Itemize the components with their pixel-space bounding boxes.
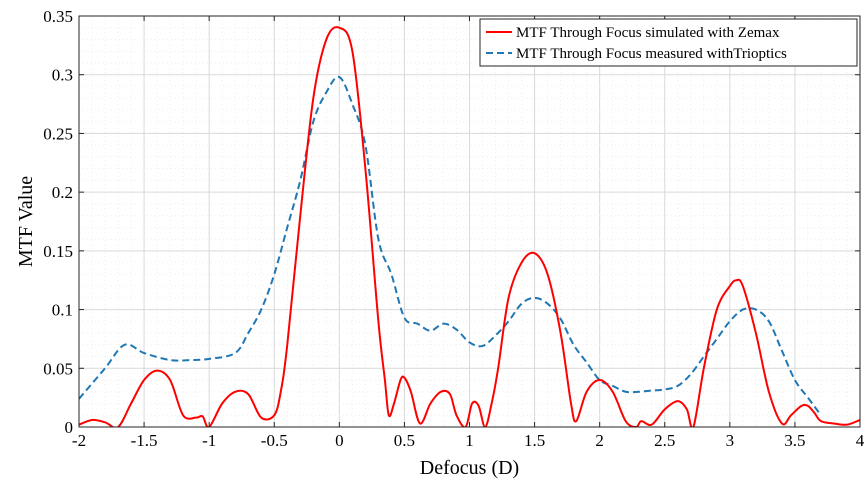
x-tick-label: 3.5: [784, 431, 805, 450]
x-tick-label: 2.5: [654, 431, 675, 450]
y-tick-label: 0.1: [52, 301, 73, 320]
x-tick-label: -1.5: [131, 431, 158, 450]
y-tick-label: 0.35: [43, 7, 73, 26]
x-tick-label: 1: [465, 431, 474, 450]
y-tick-label: 0.15: [43, 242, 73, 261]
y-axis-title: MTF Value: [15, 176, 37, 267]
grid: [79, 16, 860, 427]
legend: MTF Through Focus simulated with Zemax M…: [479, 18, 858, 67]
x-tick-label: 1.5: [524, 431, 545, 450]
y-tick-label: 0: [65, 418, 74, 437]
legend-entry-trioptics: MTF Through Focus measured withTrioptics: [516, 46, 787, 62]
y-tick-label: 0.05: [43, 359, 73, 378]
x-tick-label: -0.5: [261, 431, 288, 450]
x-tick-label: 0.5: [394, 431, 415, 450]
x-tick-label: -2: [72, 431, 86, 450]
legend-box: [479, 18, 858, 67]
y-tick-label: 0.2: [52, 183, 73, 202]
x-tick-label: 2: [595, 431, 604, 450]
ticks: -2 -1.5 -1 -0.5 0 0.5 1 1.5 2 2.5 3 3.5 4 0 0.05 0.1 0.1…: [43, 7, 865, 450]
x-tick-label: 4: [856, 431, 865, 450]
x-tick-label: 0: [335, 431, 344, 450]
y-tick-label: 0.3: [52, 66, 73, 85]
x-tick-label: -1: [202, 431, 216, 450]
x-axis-title: Defocus (D): [420, 457, 519, 479]
x-tick-label: 3: [726, 431, 735, 450]
series-layer: [79, 26, 860, 427]
legend-entry-zemax: MTF Through Focus simulated with Zemax: [516, 25, 780, 41]
series-line-zemax: [79, 26, 860, 427]
y-tick-label: 0.25: [43, 124, 73, 143]
